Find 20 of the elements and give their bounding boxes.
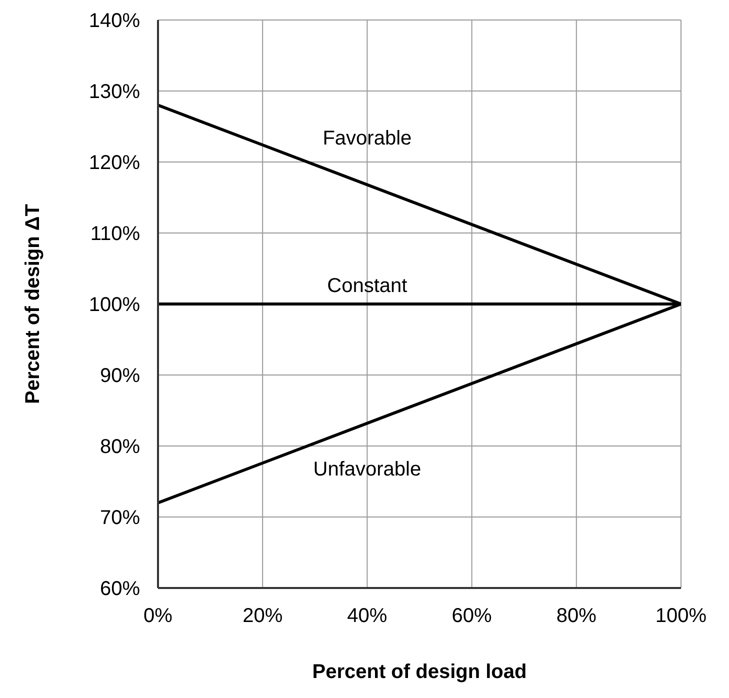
y-tick-label: 120% xyxy=(88,152,140,174)
x-axis-title: Percent of design load xyxy=(312,661,527,683)
x-tick-label: 40% xyxy=(347,605,388,628)
y-tick-label: 60% xyxy=(100,578,140,600)
x-tick-label: 20% xyxy=(242,605,283,628)
series-label: Favorable xyxy=(322,128,412,150)
y-tick-label: 130% xyxy=(88,81,140,104)
y-tick-label: 90% xyxy=(100,365,140,388)
x-tick-label: 0% xyxy=(144,605,173,628)
x-tick-label: 60% xyxy=(452,605,492,628)
series-label: Unfavorable xyxy=(313,458,422,480)
y-tick-label: 100% xyxy=(88,294,140,316)
x-tick-label: 100% xyxy=(655,605,707,628)
series-label: Constant xyxy=(327,275,408,297)
y-axis-title: Percent of design ΔT xyxy=(22,204,44,404)
x-tick-label: 80% xyxy=(556,605,597,628)
y-tick-label: 140% xyxy=(88,10,140,32)
y-tick-label: 80% xyxy=(100,436,140,458)
y-tick-label: 70% xyxy=(100,507,140,530)
y-tick-label: 110% xyxy=(90,223,140,246)
